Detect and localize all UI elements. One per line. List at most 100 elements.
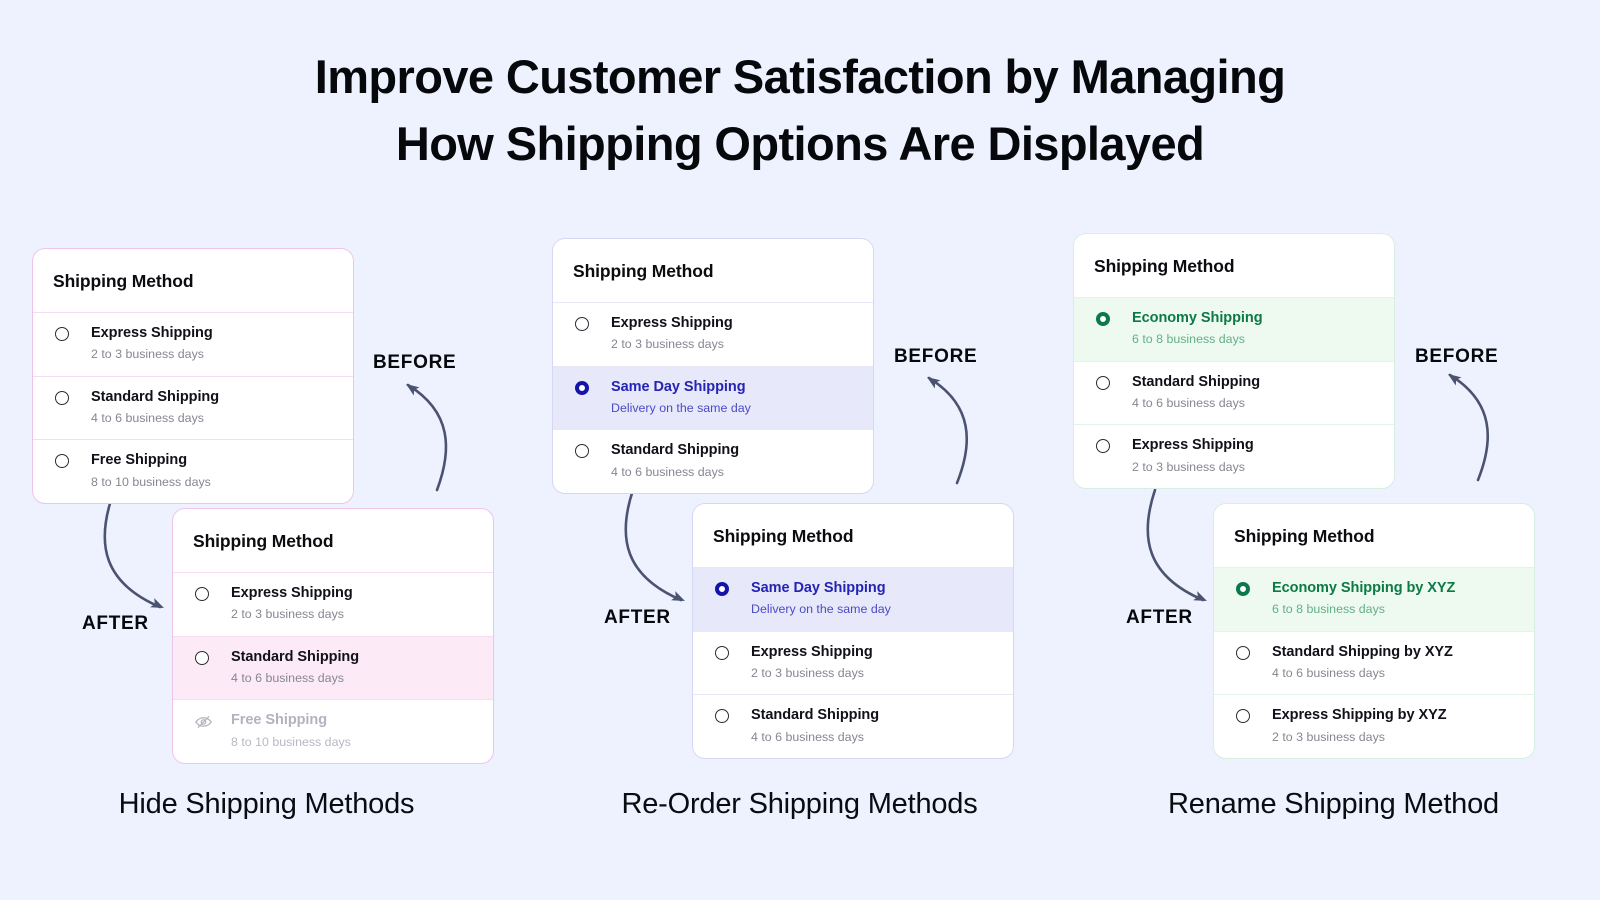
option-control[interactable] xyxy=(195,648,231,665)
shipping-option-row[interactable]: Economy Shipping by XYZ 6 to 8 business d… xyxy=(1214,567,1534,631)
option-subtext: 4 to 6 business days xyxy=(611,464,724,479)
option-control[interactable] xyxy=(715,579,751,596)
shipping-option-row[interactable]: Standard Shipping 4 to 6 business days xyxy=(173,635,493,700)
shipping-option-row[interactable]: Express Shipping 2 to 3 business days xyxy=(1074,424,1394,488)
option-text: Standard Shipping 4 to 6 business days xyxy=(91,388,343,428)
option-control[interactable] xyxy=(1236,706,1272,724)
option-subtext: 8 to 10 business days xyxy=(231,734,351,749)
option-control[interactable] xyxy=(195,584,231,601)
radio-unselected-icon[interactable] xyxy=(1096,439,1110,454)
shipping-option-row[interactable]: Express Shipping 2 to 3 business days xyxy=(553,302,873,366)
option-control[interactable] xyxy=(715,643,751,660)
option-subtext: 4 to 6 business days xyxy=(91,410,204,425)
option-label: Standard Shipping xyxy=(231,648,360,665)
option-text: Standard Shipping 4 to 6 business days xyxy=(611,441,863,481)
option-control[interactable] xyxy=(55,324,91,341)
radio-unselected-icon[interactable] xyxy=(55,454,69,469)
radio-unselected-icon[interactable] xyxy=(575,444,589,459)
card-title: Shipping Method xyxy=(573,261,714,281)
option-label: Standard Shipping xyxy=(91,388,220,405)
option-subtext: Delivery on the same day xyxy=(611,400,751,415)
option-text: Standard Shipping 4 to 6 business days xyxy=(231,648,483,688)
option-control[interactable] xyxy=(715,706,751,724)
option-label: Same Day Shipping xyxy=(751,580,886,596)
option-subtext: 6 to 8 business days xyxy=(1132,332,1245,347)
option-text: Free Shipping 8 to 10 business days xyxy=(91,451,343,491)
option-text: Express Shipping 2 to 3 business days xyxy=(1132,436,1384,476)
page-title-line-2: How Shipping Options Are Displayed xyxy=(395,116,1205,170)
shipping-method-card-before: Shipping Method Express Shipping 2 to 3 bu… xyxy=(552,238,874,495)
shipping-option-row[interactable]: Express Shipping 2 to 3 business days xyxy=(693,630,1013,695)
radio-unselected-icon[interactable] xyxy=(575,317,589,331)
option-subtext: 2 to 3 business days xyxy=(751,665,864,680)
option-control[interactable] xyxy=(1096,373,1132,390)
option-control[interactable] xyxy=(55,451,91,469)
radio-unselected-icon[interactable] xyxy=(195,587,209,601)
option-control[interactable] xyxy=(1096,436,1132,454)
radio-unselected-icon[interactable] xyxy=(1236,709,1250,724)
shipping-option-row[interactable]: Same Day Shipping Delivery on the same da… xyxy=(553,365,873,430)
radio-unselected-icon[interactable] xyxy=(55,327,69,341)
option-subtext: 2 to 3 business days xyxy=(1272,729,1385,744)
shipping-option-row[interactable]: Economy Shipping 6 to 8 business days xyxy=(1074,297,1394,361)
option-control[interactable] xyxy=(575,378,611,395)
option-text: Express Shipping by XYZ 2 to 3 business d… xyxy=(1272,706,1524,746)
option-text: Express Shipping 2 to 3 business days xyxy=(231,584,483,624)
radio-unselected-icon[interactable] xyxy=(55,390,69,405)
option-control[interactable] xyxy=(1236,643,1272,660)
before-label: BEFORE xyxy=(373,352,457,373)
option-text: Express Shipping 2 to 3 business days xyxy=(751,643,1003,683)
shipping-option-row[interactable]: Express Shipping by XYZ 2 to 3 business d… xyxy=(1214,694,1534,758)
option-label: Standard Shipping xyxy=(1132,373,1261,390)
shipping-option-row[interactable]: Standard Shipping 4 to 6 business days xyxy=(33,375,353,440)
column-caption: Hide Shipping Methods xyxy=(118,788,415,820)
shipping-option-row[interactable]: Same Day Shipping Delivery on the same da… xyxy=(693,567,1013,631)
column-caption: Rename Shipping Method xyxy=(1168,788,1499,820)
option-label: Express Shipping xyxy=(91,325,213,341)
option-subtext: 4 to 6 business days xyxy=(1132,395,1245,410)
option-text: Standard Shipping 4 to 6 business days xyxy=(751,706,1003,746)
radio-unselected-icon[interactable] xyxy=(1096,375,1110,390)
option-label: Express Shipping xyxy=(611,315,733,331)
option-control[interactable] xyxy=(575,314,611,331)
radio-selected-icon[interactable] xyxy=(1236,582,1250,596)
option-text: Express Shipping 2 to 3 business days xyxy=(611,314,863,354)
eye-slash-icon xyxy=(195,716,212,729)
column-rename-shipping-method: Shipping Method Economy Shipping 6 to 8 bu… xyxy=(1067,0,1600,900)
radio-unselected-icon[interactable] xyxy=(1236,645,1250,660)
shipping-option-row[interactable]: Standard Shipping 4 to 6 business days xyxy=(553,429,873,493)
shipping-option-row[interactable]: Express Shipping 2 to 3 business days xyxy=(33,312,353,376)
shipping-method-card-after: Shipping Method Same Day Shipping Delivery… xyxy=(692,503,1014,760)
option-control[interactable] xyxy=(1096,309,1132,326)
shipping-option-row[interactable]: Standard Shipping 4 to 6 business days xyxy=(693,694,1013,758)
radio-selected-icon[interactable] xyxy=(715,582,729,596)
shipping-option-row[interactable]: Standard Shipping by XYZ 4 to 6 business … xyxy=(1214,630,1534,695)
option-text: Free Shipping 8 to 10 business days xyxy=(231,711,483,751)
card-title: Shipping Method xyxy=(53,271,194,291)
option-control[interactable] xyxy=(195,711,231,729)
column-hide-shipping-methods: Shipping Method Express Shipping 2 to 3 bu… xyxy=(0,0,533,900)
option-label: Economy Shipping xyxy=(1132,310,1263,326)
radio-selected-icon[interactable] xyxy=(575,380,589,395)
radio-unselected-icon[interactable] xyxy=(715,645,729,660)
option-control[interactable] xyxy=(1236,579,1272,596)
option-control[interactable] xyxy=(575,441,611,459)
radio-unselected-icon[interactable] xyxy=(715,709,729,724)
shipping-method-card-before: Shipping Method Economy Shipping 6 to 8 bu… xyxy=(1073,233,1395,490)
option-control[interactable] xyxy=(55,388,91,405)
shipping-option-row[interactable]: Standard Shipping 4 to 6 business days xyxy=(1074,360,1394,425)
shipping-option-row[interactable]: Free Shipping 8 to 10 business days xyxy=(33,439,353,503)
radio-selected-icon[interactable] xyxy=(1096,312,1110,326)
shipping-option-row[interactable]: Express Shipping 2 to 3 business days xyxy=(173,572,493,636)
option-subtext: 2 to 3 business days xyxy=(91,347,204,362)
option-label: Standard Shipping by XYZ xyxy=(1272,643,1453,660)
option-text: Economy Shipping 6 to 8 business days xyxy=(1132,309,1384,349)
option-label: Express Shipping by XYZ xyxy=(1272,707,1447,724)
option-label: Express Shipping xyxy=(751,643,873,660)
shipping-option-row[interactable]: Free Shipping 8 to 10 business days xyxy=(173,699,493,763)
radio-unselected-icon[interactable] xyxy=(195,650,209,665)
card-title: Shipping Method xyxy=(193,531,334,551)
option-subtext: 4 to 6 business days xyxy=(751,729,864,744)
after-label: AFTER xyxy=(1126,607,1193,628)
after-label: AFTER xyxy=(82,613,149,634)
